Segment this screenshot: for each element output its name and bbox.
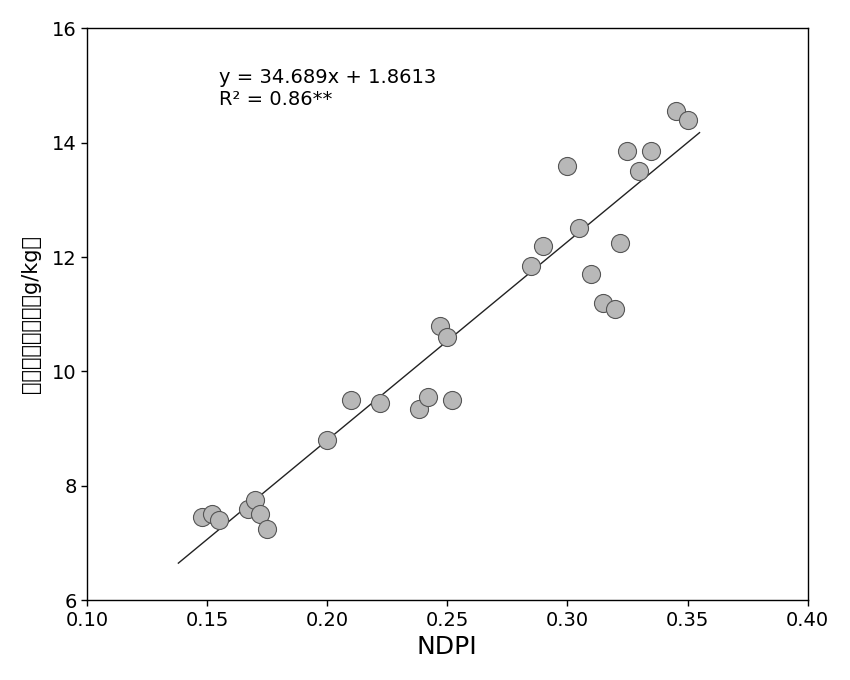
X-axis label: NDPI: NDPI bbox=[417, 635, 478, 659]
Point bbox=[609, 303, 622, 314]
Point bbox=[212, 515, 226, 526]
Point bbox=[248, 494, 262, 505]
Point bbox=[196, 512, 209, 523]
Point bbox=[241, 503, 255, 514]
Point bbox=[644, 146, 658, 156]
Point bbox=[205, 509, 218, 520]
Text: y = 34.689x + 1.8613
R² = 0.86**: y = 34.689x + 1.8613 R² = 0.86** bbox=[219, 69, 436, 109]
Point bbox=[632, 166, 646, 177]
Point bbox=[434, 320, 447, 331]
Point bbox=[411, 403, 425, 414]
Point bbox=[597, 297, 610, 308]
Point bbox=[320, 435, 334, 445]
Point bbox=[422, 392, 435, 403]
Point bbox=[524, 260, 538, 271]
Point bbox=[373, 398, 387, 409]
Point bbox=[260, 524, 274, 534]
Point bbox=[585, 269, 598, 279]
Point bbox=[445, 394, 459, 405]
Point bbox=[253, 509, 267, 520]
Point bbox=[561, 160, 575, 171]
Point bbox=[669, 106, 683, 117]
Point bbox=[536, 240, 550, 251]
Y-axis label: 玉米植株氮浓度（g/kg）: 玉米植株氮浓度（g/kg） bbox=[21, 235, 41, 393]
Point bbox=[440, 332, 454, 343]
Point bbox=[344, 394, 358, 405]
Point bbox=[614, 237, 627, 248]
Point bbox=[573, 223, 586, 234]
Point bbox=[681, 114, 694, 125]
Point bbox=[620, 146, 634, 156]
